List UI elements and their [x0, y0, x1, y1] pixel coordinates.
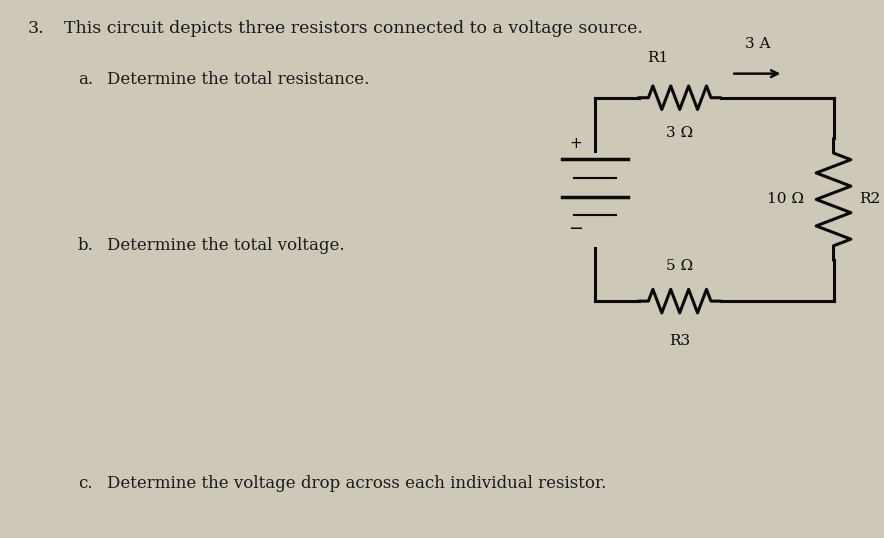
- Text: 10 Ω: 10 Ω: [767, 193, 804, 207]
- Text: −: −: [568, 220, 583, 238]
- Text: b.: b.: [78, 237, 94, 254]
- Text: +: +: [569, 136, 583, 151]
- Text: 3 A: 3 A: [744, 37, 770, 51]
- Text: This circuit depicts three resistors connected to a voltage source.: This circuit depicts three resistors con…: [64, 20, 643, 37]
- Text: Determine the total resistance.: Determine the total resistance.: [107, 71, 370, 88]
- Text: 3 Ω: 3 Ω: [667, 125, 693, 139]
- Text: Determine the total voltage.: Determine the total voltage.: [107, 237, 345, 254]
- Text: c.: c.: [78, 475, 92, 492]
- Text: R1: R1: [647, 51, 668, 65]
- Text: Determine the voltage drop across each individual resistor.: Determine the voltage drop across each i…: [107, 475, 606, 492]
- Text: R3: R3: [669, 334, 690, 348]
- Text: 5 Ω: 5 Ω: [667, 259, 693, 273]
- Text: a.: a.: [78, 71, 93, 88]
- Text: R2: R2: [859, 193, 880, 207]
- Text: 3.: 3.: [27, 20, 44, 37]
